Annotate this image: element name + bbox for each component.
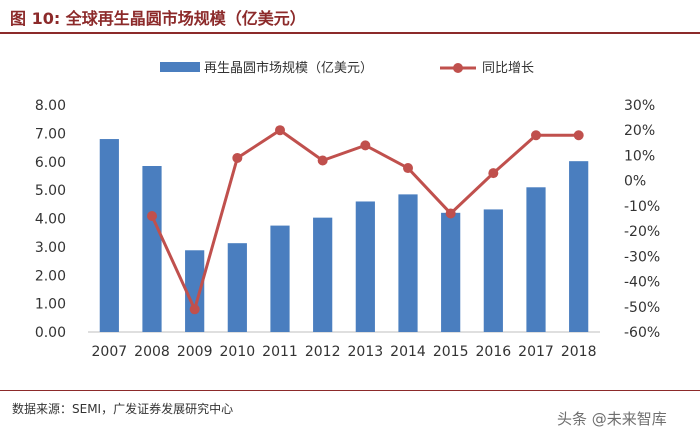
growth-point — [189, 304, 200, 315]
bar — [270, 225, 290, 332]
x-tick-label: 2015 — [433, 344, 469, 360]
growth-point — [573, 130, 584, 141]
legend-bar-label: 再生晶圆市场规模（亿美元） — [204, 60, 373, 76]
growth-point — [488, 168, 499, 179]
y-right-tick-label: -10% — [624, 199, 660, 215]
bar — [99, 139, 119, 332]
y-right-tick-label: -50% — [624, 300, 660, 316]
y-right-tick-label: -60% — [624, 325, 660, 341]
watermark: 头条 @未来智库 — [557, 410, 667, 428]
y-left-tick-label: 6.00 — [35, 155, 66, 171]
growth-point — [445, 208, 456, 219]
y-right-tick-label: 30% — [624, 98, 655, 114]
y-left-tick-label: 5.00 — [35, 183, 66, 199]
bar — [313, 217, 333, 332]
source-note: 数据来源：SEMI，广发证券发展研究中心 — [12, 402, 234, 416]
bar — [569, 161, 589, 332]
x-tick-label: 2012 — [305, 344, 341, 360]
x-tick-label: 2007 — [92, 344, 128, 360]
bar — [441, 212, 461, 332]
growth-point — [360, 140, 371, 151]
bar — [483, 209, 503, 332]
y-left-tick-label: 8.00 — [35, 98, 66, 114]
bar — [142, 166, 162, 332]
growth-point — [531, 130, 541, 141]
x-tick-label: 2018 — [561, 344, 597, 360]
title-bar: 图 10: 全球再生晶圆市场规模（亿美元） — [0, 0, 700, 34]
y-left-tick-label: 4.00 — [35, 212, 66, 228]
legend-bar-swatch — [160, 62, 200, 72]
chart: 0.00 1.00 2.00 3.00 4.00 5.00 6.00 7.00 8.00 -60%… — [35, 60, 660, 360]
x-tick-label: 2016 — [476, 344, 512, 360]
y-left-tick-label: 3.00 — [35, 240, 66, 256]
y-right-tick-label: 0% — [624, 174, 646, 190]
y-right-tick-label: -30% — [624, 249, 660, 265]
growth-point — [232, 152, 243, 163]
figure-title: 图 10: 全球再生晶圆市场规模（亿美元） — [10, 9, 306, 28]
bar — [398, 194, 418, 332]
growth-point — [147, 210, 157, 221]
x-tick-label: 2010 — [220, 344, 256, 360]
y-right-tick-label: -40% — [624, 275, 660, 291]
y-left-tick-label: 2.00 — [35, 268, 66, 284]
legend-line-marker — [453, 63, 463, 73]
growth-point — [275, 125, 285, 136]
x-tick-label: 2009 — [177, 344, 213, 360]
x-tick-label: 2013 — [348, 344, 384, 360]
source-divider — [0, 390, 700, 391]
y-right-tick-label: 20% — [624, 123, 655, 139]
y-right-tick-label: -20% — [624, 224, 660, 240]
y-left-tick-label: 1.00 — [35, 297, 66, 313]
y-left-tick-label: 7.00 — [35, 126, 66, 142]
y-left-tick-label: 0.00 — [35, 325, 66, 341]
bar — [355, 201, 375, 332]
x-tick-label: 2017 — [518, 344, 554, 360]
legend-line-label: 同比增长 — [482, 61, 534, 76]
x-tick-label: 2014 — [390, 344, 426, 360]
growth-point — [317, 155, 328, 166]
growth-point — [403, 163, 413, 174]
x-tick-label: 2011 — [262, 344, 298, 360]
bar — [185, 250, 205, 332]
bar — [227, 243, 247, 332]
y-right-tick-label: 10% — [624, 148, 655, 164]
x-tick-label: 2008 — [134, 344, 170, 360]
bar — [526, 187, 546, 332]
